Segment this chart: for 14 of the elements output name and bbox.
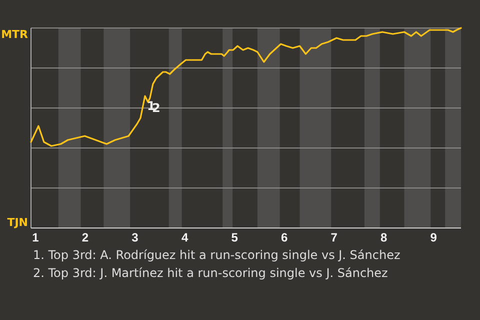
x-tick-label: 6 — [280, 230, 288, 245]
x-tick-label: 2 — [82, 230, 89, 245]
x-tick-label: 7 — [330, 230, 338, 245]
x-tick-label: 3 — [132, 230, 139, 245]
annotation: 2 — [152, 101, 160, 115]
x-tick-label: 9 — [430, 230, 438, 245]
text: 2. Top 3rd: J. Martínez hit a run-scoring single vs J. Sánchez — [33, 266, 388, 280]
text: TJN — [7, 216, 28, 229]
text: MTR — [1, 28, 29, 41]
x-tick-label: 4 — [181, 230, 188, 245]
x-tick-label: 1 — [32, 230, 40, 245]
x-tick-label: 8 — [380, 230, 388, 245]
text: 1. Top 3rd: A. Rodríguez hit a run-scoring single vs J. Sánchez — [33, 248, 400, 262]
x-tick-label: 5 — [231, 230, 238, 245]
